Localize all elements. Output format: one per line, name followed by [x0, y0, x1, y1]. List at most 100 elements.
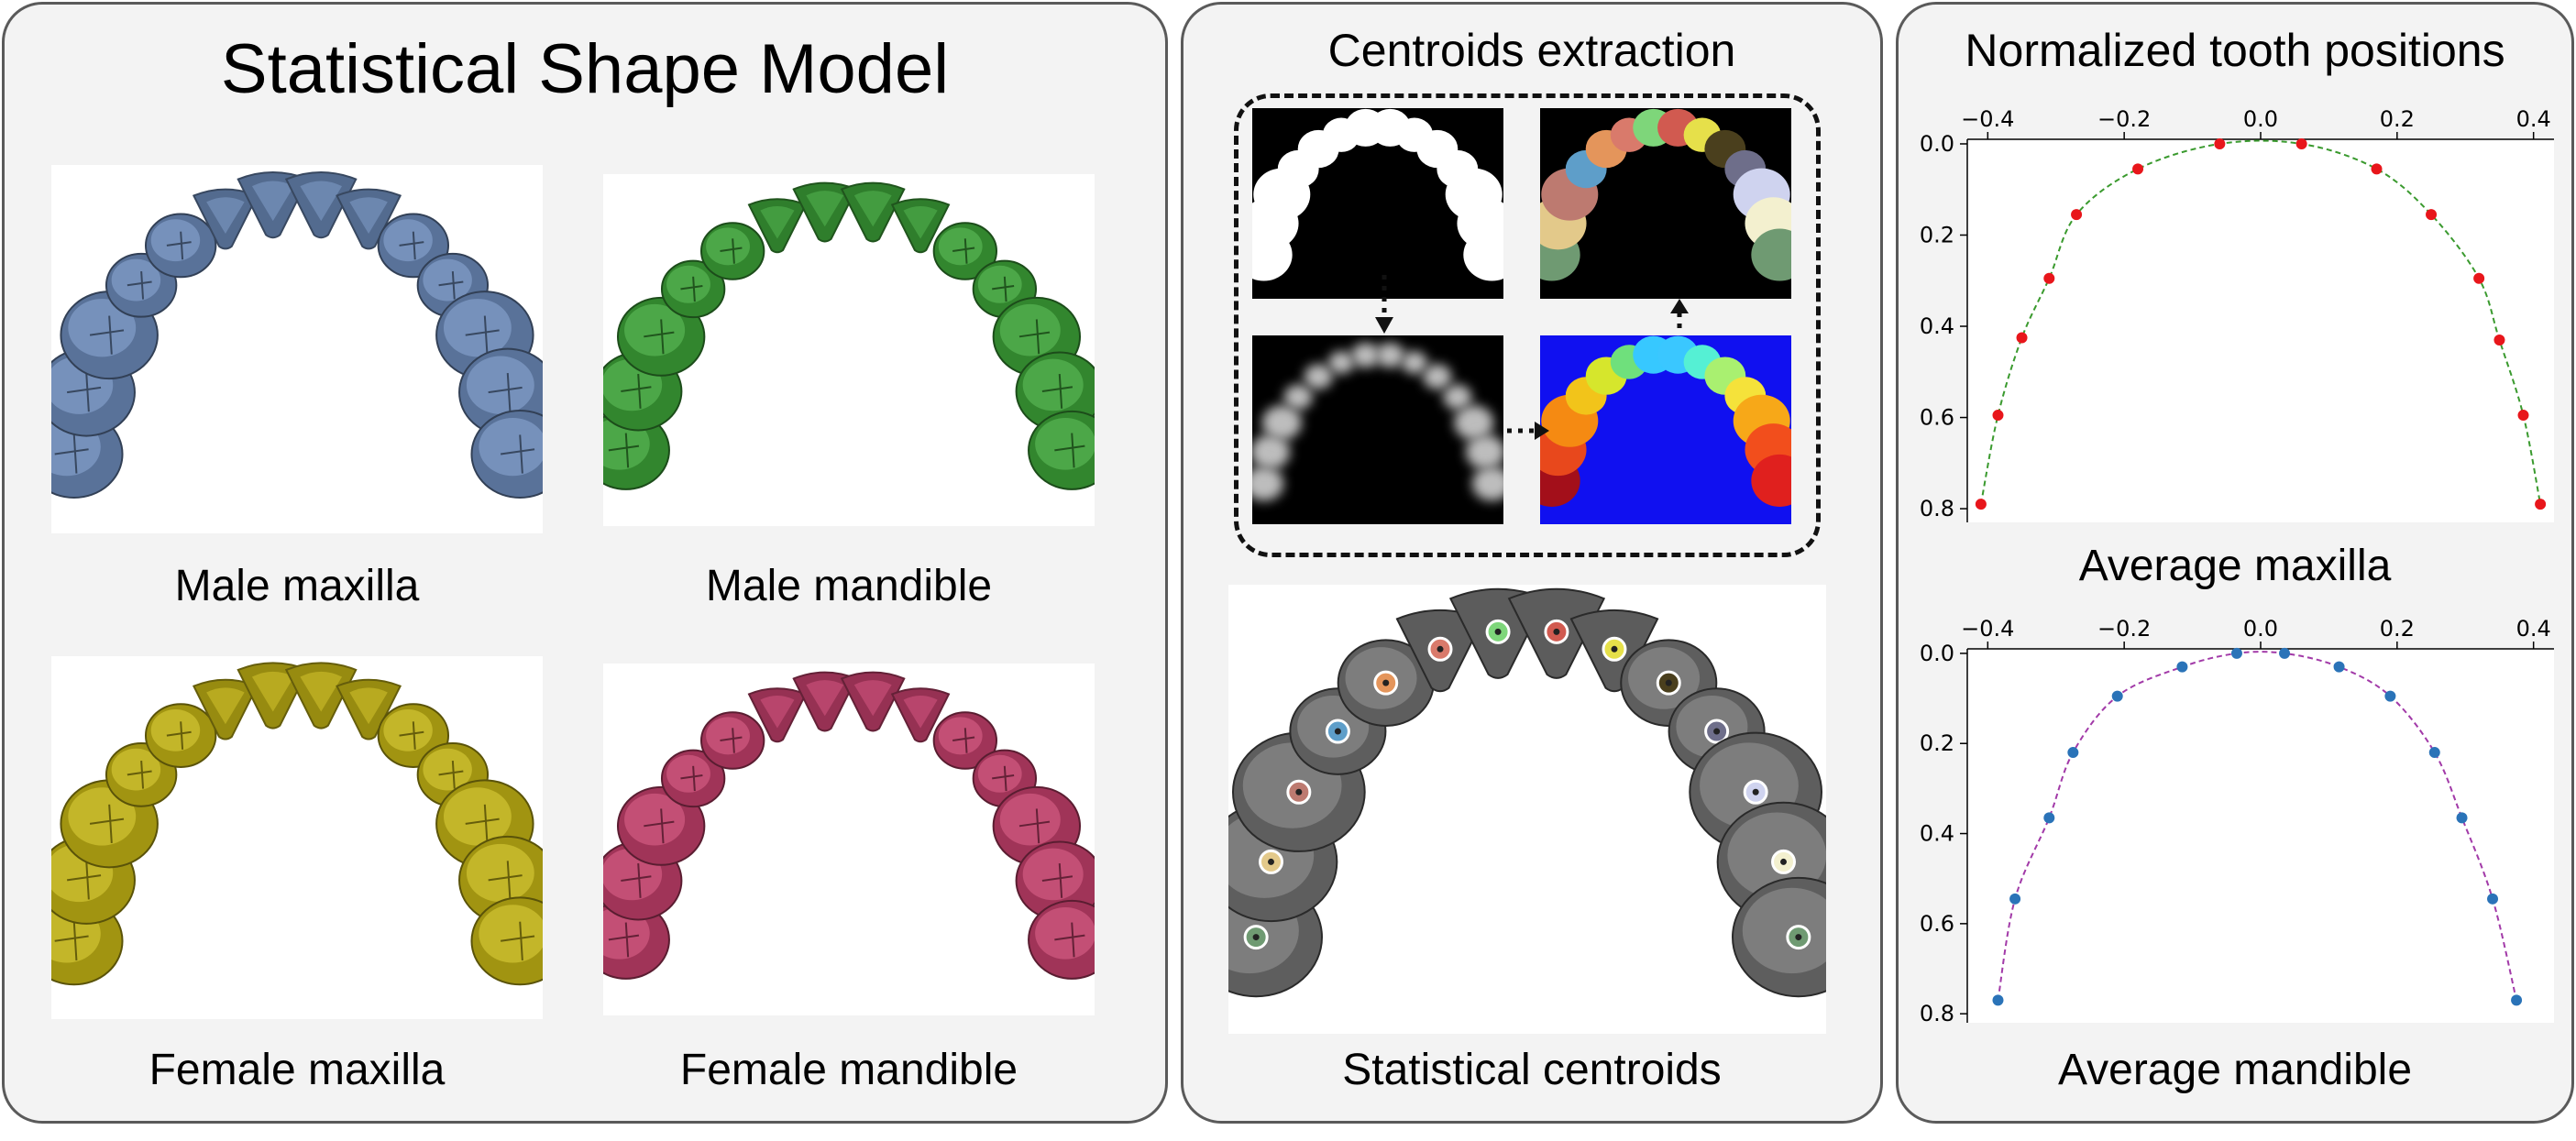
data-point	[2043, 272, 2055, 284]
data-point	[1992, 410, 2004, 422]
data-point	[2279, 647, 2291, 659]
x-tick-label: 0.0	[2243, 106, 2278, 132]
y-tick-label: 0.6	[1920, 405, 1954, 431]
mandible-chart-caption: Average mandible	[2057, 1046, 2413, 1094]
tooth-shape	[700, 222, 765, 280]
tooth-shape	[1028, 410, 1095, 490]
x-tick-label: −0.4	[1961, 106, 2014, 132]
pipeline-arrows	[1375, 275, 1689, 440]
distance-map-image	[1252, 335, 1503, 524]
maxilla-position-chart: −0.4 −0.2 0.0 0.2 0.4 0.0 0.2 0.4 0.6 0.8	[1920, 106, 2554, 522]
tooth-shape	[660, 749, 726, 808]
data-point	[2426, 209, 2438, 221]
data-point	[1992, 994, 2004, 1006]
data-point	[2384, 690, 2396, 702]
male-maxilla-image	[51, 165, 543, 533]
x-tick-label: 0.2	[2380, 106, 2415, 132]
arrow-right-head	[1535, 422, 1549, 440]
centroid-dot	[1752, 788, 1759, 795]
distance-blob	[1465, 434, 1503, 470]
female-mandible-label: Female mandible	[679, 1046, 1018, 1094]
centroid-dot	[1295, 788, 1303, 795]
plot-area	[1967, 649, 2554, 1023]
male-mandible-image	[603, 174, 1095, 526]
tooth-shape	[192, 188, 259, 250]
centroid-tooth	[1337, 639, 1435, 727]
tooth-shape	[890, 198, 951, 254]
distance-blob	[1423, 364, 1452, 389]
tooth-shape	[603, 410, 670, 490]
data-point	[2067, 747, 2079, 759]
x-tick-label: −0.4	[1961, 616, 2014, 642]
data-point	[2009, 893, 2021, 905]
male-maxilla-label: Male maxilla	[174, 562, 420, 610]
mandible-position-chart: −0.4 −0.2 0.0 0.2 0.4 0.0 0.2 0.4 0.6 0.8	[1920, 616, 2554, 1026]
y-tick-label: 0.2	[1920, 223, 1954, 248]
distance-blob	[1454, 405, 1494, 440]
data-point	[2517, 410, 2529, 422]
y-tick-label: 0.2	[1920, 730, 1954, 756]
centroids-title: Centroids extraction	[1327, 25, 1736, 76]
data-point	[2230, 647, 2242, 659]
y-tick-label: 0.6	[1920, 911, 1954, 937]
tooth-shape	[840, 671, 906, 732]
centroid-tooth	[1507, 587, 1606, 679]
statistical-centroids-caption: Statistical centroids	[1342, 1046, 1722, 1094]
tooth-label-region	[1751, 454, 1791, 507]
distance-blob	[1304, 364, 1333, 389]
tooth-shape	[932, 222, 997, 280]
ssm-title: Statistical Shape Model	[220, 30, 950, 108]
y-tick-label: 0.8	[1920, 496, 1954, 521]
centroid-dot	[1252, 934, 1260, 941]
arrow-up-head	[1670, 299, 1689, 313]
centroid-tooth	[1732, 876, 1826, 998]
tooth-shape	[747, 198, 808, 254]
y-tick-label: 0.4	[1920, 821, 1954, 847]
tooth-shape	[890, 687, 951, 743]
centroid-dot	[1713, 728, 1721, 735]
data-point	[2333, 661, 2345, 673]
positions-title: Normalized tooth positions	[1965, 25, 2505, 76]
tooth-shape	[792, 181, 858, 243]
distance-blob	[1327, 351, 1355, 374]
y-tick-label: 0.0	[1920, 641, 1954, 666]
centroid-dot	[1382, 679, 1390, 686]
x-tick-label: −0.2	[2097, 616, 2151, 642]
data-point	[2428, 747, 2440, 759]
data-point	[2043, 812, 2055, 824]
tooth-shape	[192, 678, 259, 741]
centroid-dot	[1795, 934, 1802, 941]
centroid-dot	[1494, 628, 1502, 635]
tooth-shape	[792, 671, 858, 732]
binary-mask-image	[1252, 108, 1503, 299]
female-maxilla-image	[51, 656, 543, 1019]
centroid-dot	[1437, 645, 1444, 653]
x-tick-label: 0.0	[2243, 616, 2278, 642]
centroid-dot	[1611, 645, 1618, 653]
data-point	[1975, 499, 1987, 510]
plot-area	[1967, 139, 2554, 522]
centroid-tooth	[1569, 609, 1659, 693]
centroid-dot	[1780, 858, 1788, 865]
tooth-shape	[470, 410, 543, 499]
y-tick-label: 0.8	[1920, 1001, 1954, 1026]
tooth-shape	[616, 296, 706, 377]
data-point	[2456, 812, 2468, 824]
segmented-regions-image	[1540, 108, 1791, 299]
distance-blob	[1401, 351, 1428, 374]
x-tick-label: 0.2	[2380, 616, 2415, 642]
tooth-shape	[144, 703, 217, 768]
distance-blob	[1443, 384, 1472, 410]
centroid-dot	[1665, 679, 1672, 686]
tooth-shape	[932, 711, 997, 770]
tooth-shape	[470, 896, 543, 986]
data-point	[2111, 690, 2123, 702]
labeled-components-image	[1540, 335, 1791, 524]
data-point	[2371, 163, 2383, 175]
tooth-region	[1751, 228, 1791, 281]
tooth-shape	[660, 259, 726, 319]
tooth-shape	[144, 213, 217, 279]
distance-blob	[1252, 434, 1291, 470]
x-tick-label: 0.4	[2516, 106, 2551, 132]
centroid-dot	[1553, 628, 1560, 635]
